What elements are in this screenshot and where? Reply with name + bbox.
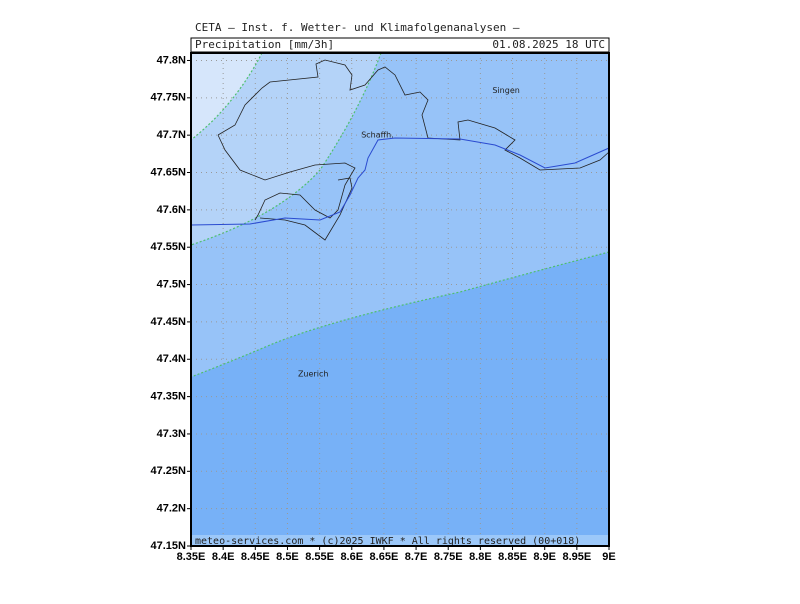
- field-band: [191, 53, 262, 140]
- x-tick-label: 8.45E: [241, 551, 270, 563]
- y-tick-label: 47.35N: [151, 391, 187, 403]
- x-tick-label: 8.95E: [562, 551, 591, 563]
- x-tick-label: 8.35E: [177, 551, 206, 563]
- contour-line: [190, 251, 610, 378]
- rivers: [190, 137, 610, 226]
- footer-text: meteo-services.com * (c)2025 IWKF * All …: [195, 536, 580, 547]
- y-tick-label: 47.45N: [151, 316, 187, 328]
- border-line: [217, 134, 356, 221]
- x-tick-label: 8.85E: [498, 551, 527, 563]
- y-tick-label: 47.5N: [157, 278, 186, 290]
- x-tick-label: 8.4E: [212, 551, 235, 563]
- y-tick-label: 47.65N: [151, 166, 187, 178]
- border-line: [259, 177, 353, 241]
- x-tick-label: 8.5E: [276, 551, 299, 563]
- contour-line: [190, 52, 382, 246]
- place-label: Zuerich: [298, 370, 328, 379]
- footer-box: [191, 535, 609, 546]
- y-tick-label: 47.8N: [157, 54, 186, 66]
- river-line: [190, 137, 610, 226]
- y-tick-label: 47.6N: [157, 204, 186, 216]
- x-tick-label: 8.75E: [434, 551, 463, 563]
- y-tick-label: 47.7N: [157, 129, 186, 141]
- y-tick-label: 47.2N: [157, 503, 186, 515]
- x-tick-label: 8.7E: [405, 551, 428, 563]
- map-frame: [190, 52, 610, 547]
- variable-label: Precipitation [mm/3h]: [195, 38, 334, 51]
- border-line: [217, 59, 610, 171]
- y-tick-label: 47.15N: [151, 540, 187, 552]
- contour-line: [190, 52, 263, 141]
- x-tick-label: 8.55E: [305, 551, 334, 563]
- valid-time: 01.08.2025 18 UTC: [492, 38, 605, 51]
- y-tick-label: 47.75N: [151, 92, 187, 104]
- precip-fields: [190, 52, 610, 546]
- x-tick-label: 8.6E: [340, 551, 363, 563]
- x-tick-label: 8.65E: [370, 551, 399, 563]
- y-tick-label: 47.3N: [157, 428, 186, 440]
- map-title: CETA – Inst. f. Wetter- und Klimafolgena…: [195, 21, 520, 34]
- place-label: Schaffh.: [361, 131, 394, 140]
- field-band: [191, 53, 381, 245]
- axis-ticks: 8.35E 8.4E 8.45E 8.5E 8.55E 8.6E 8.65E 8.7E 8.75…: [151, 54, 616, 563]
- places: Singen Schaffh. Zuerich: [298, 86, 520, 379]
- place-label: Singen: [492, 86, 519, 95]
- y-tick-label: 47.25N: [151, 465, 187, 477]
- y-tick-label: 47.4N: [157, 353, 186, 365]
- x-tick-label: 8.8E: [469, 551, 492, 563]
- borders: [217, 59, 610, 241]
- y-tick-label: 47.55N: [151, 241, 187, 253]
- x-tick-label: 9E: [602, 551, 615, 563]
- x-tick-label: 8.9E: [533, 551, 556, 563]
